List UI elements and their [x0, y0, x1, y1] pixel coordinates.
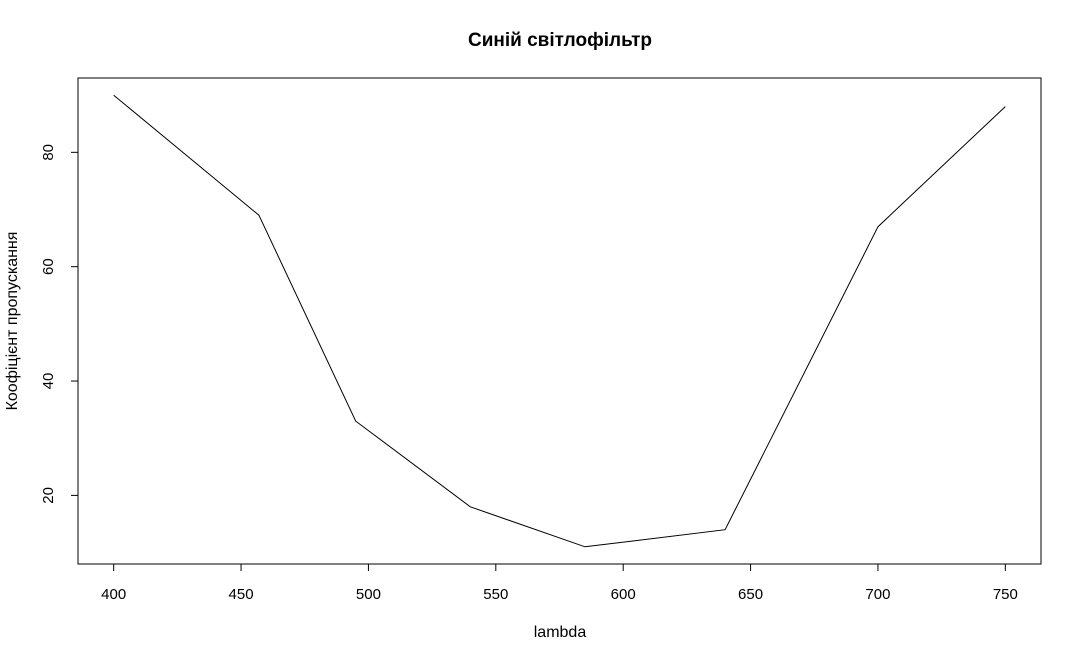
y-tick-label: 20 [40, 487, 57, 504]
y-axis-label: Коофіцієнт пропускання [4, 232, 21, 411]
chart-title: Синій світлофільтр [468, 30, 652, 51]
x-tick-label: 500 [356, 586, 381, 603]
x-tick-label: 550 [483, 586, 508, 603]
x-tick-label: 450 [229, 586, 254, 603]
y-tick-label: 60 [40, 258, 57, 275]
x-tick-label: 650 [738, 586, 763, 603]
x-axis-label: lambda [534, 624, 587, 641]
plot-frame [77, 77, 1042, 565]
data-line [113, 94, 1006, 548]
x-tick-label: 700 [865, 586, 890, 603]
x-tick-label: 600 [611, 586, 636, 603]
y-axis: 20 40 60 80 [40, 144, 79, 504]
series-layer [113, 94, 1006, 548]
y-tick-label: 80 [40, 144, 57, 161]
x-axis: 400 450 500 550 600 650 700 750 [101, 563, 1018, 603]
x-tick-label: 400 [101, 586, 126, 603]
y-tick-label: 40 [40, 373, 57, 390]
x-tick-label: 750 [993, 586, 1018, 603]
